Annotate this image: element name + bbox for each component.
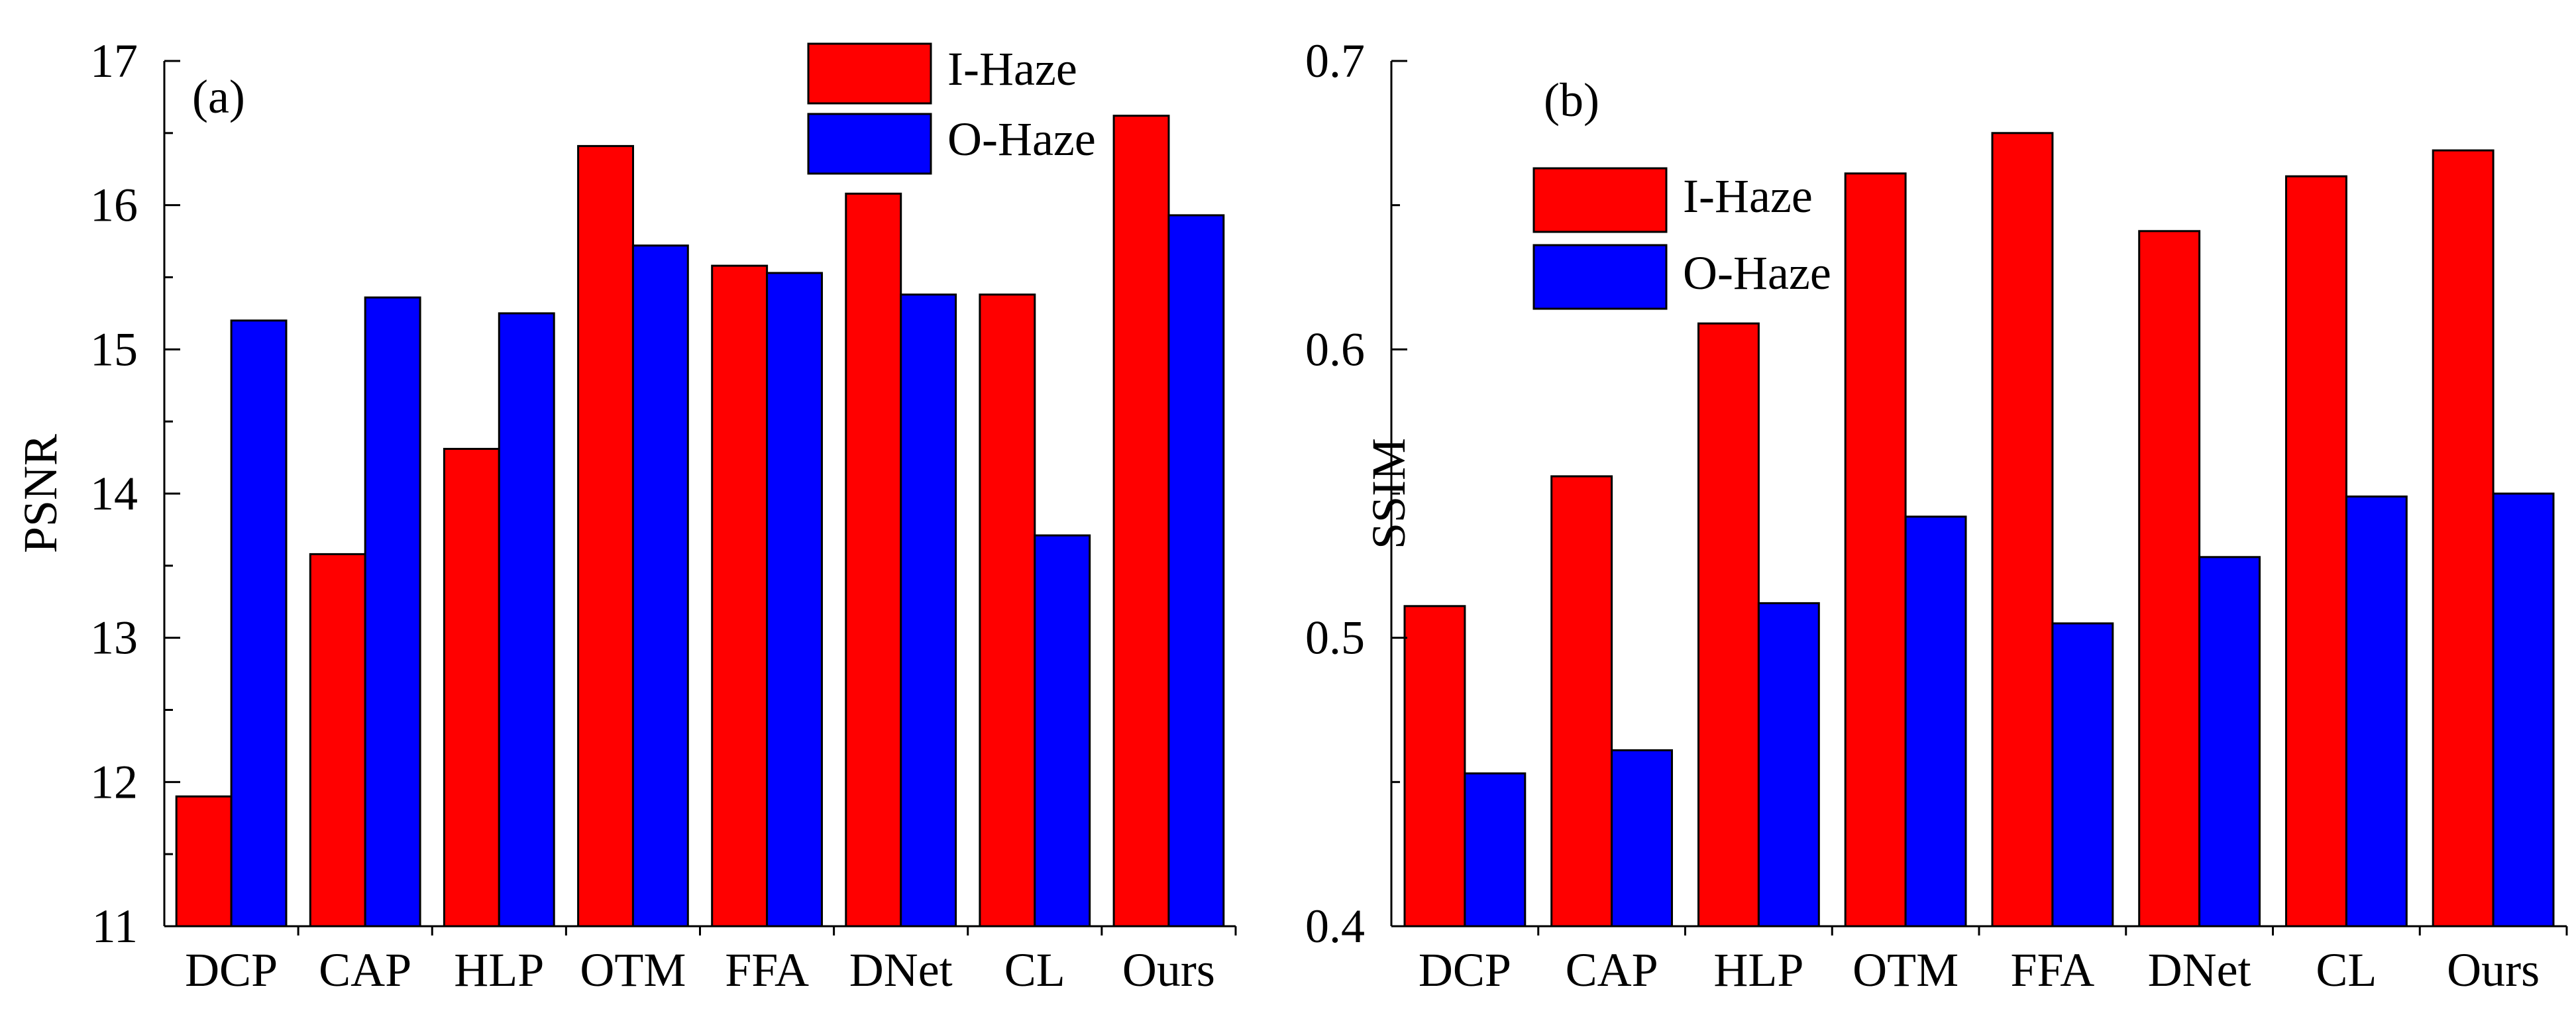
ssim-bar-ours-i-haze <box>2432 149 2495 928</box>
psnr-y-tick-label: 14 <box>90 467 138 520</box>
psnr-legend-swatch-i-haze <box>807 42 932 105</box>
psnr-bar-dcp-i-haze <box>175 795 233 928</box>
psnr-bar-otm-i-haze <box>577 144 634 928</box>
ssim-bar-ours-o-haze <box>2492 492 2555 928</box>
ssim-legend-swatch-i-haze <box>1532 167 1668 233</box>
ssim-bar-dcp-i-haze <box>1403 605 1466 928</box>
ssim-category-label-otm: OTM <box>1852 943 1959 996</box>
ssim-chart-panel: DCP CAP HLP OTM FFA DNet CL Ours 0.4 0.5 0.6 0.7 (b)… <box>1305 34 2568 996</box>
psnr-bar-dnet-i-haze <box>845 192 902 928</box>
psnr-bar-ffa-i-haze <box>711 264 769 928</box>
psnr-y-axis-title: PSNR <box>14 434 67 553</box>
psnr-category-label-cap: CAP <box>319 943 411 996</box>
psnr-bar-cap-i-haze <box>309 553 366 928</box>
psnr-y-tick-label: 17 <box>90 34 138 87</box>
ssim-legend-label-i-haze: I-Haze <box>1683 170 1813 223</box>
psnr-y-tick-label: 15 <box>90 323 138 376</box>
ssim-y-tick-label: 0.5 <box>1305 612 1365 665</box>
ssim-bar-cap-i-haze <box>1550 475 1613 928</box>
ssim-bar-otm-i-haze <box>1844 172 1907 928</box>
psnr-bar-hlp-o-haze <box>498 312 555 928</box>
ssim-category-label-ffa: FFA <box>2011 943 2095 996</box>
psnr-category-label-otm: OTM <box>580 943 686 996</box>
ssim-bar-dcp-o-haze <box>1464 772 1527 928</box>
ssim-category-label-cap: CAP <box>1566 943 1658 996</box>
ssim-category-label-cl: CL <box>2316 943 2377 996</box>
psnr-bar-ffa-o-haze <box>766 272 823 928</box>
psnr-panel-tag: (a) <box>192 70 245 123</box>
psnr-bar-dcp-o-haze <box>230 319 288 928</box>
ssim-bar-ffa-i-haze <box>1991 132 2054 928</box>
psnr-legend-label-i-haze: I-Haze <box>947 42 1077 95</box>
psnr-bar-cl-i-haze <box>979 294 1036 928</box>
psnr-chart-panel: DCP CAP HLP OTM FFA DNet CL Ours 11 12 13 14 15 16 17 (… <box>14 34 1237 996</box>
psnr-y-tick-label: 16 <box>90 179 138 232</box>
ssim-y-axis-title: SSIM <box>1362 438 1415 549</box>
ssim-bar-dnet-o-haze <box>2198 556 2261 928</box>
ssim-panel-tag: (b) <box>1544 74 1599 127</box>
ssim-y-tick-label: 0.6 <box>1305 323 1365 376</box>
psnr-bar-hlp-i-haze <box>443 448 500 928</box>
ssim-category-label-hlp: HLP <box>1713 943 1803 996</box>
psnr-legend-label-o-haze: O-Haze <box>947 113 1096 166</box>
psnr-bar-cl-o-haze <box>1034 534 1091 928</box>
psnr-category-label-dnet: DNet <box>849 943 953 996</box>
psnr-category-label-hlp: HLP <box>454 943 544 996</box>
psnr-category-label-dcp: DCP <box>185 943 278 996</box>
psnr-category-label-ours: Ours <box>1122 943 1215 996</box>
ssim-bar-hlp-i-haze <box>1697 322 1760 928</box>
ssim-category-label-dcp: DCP <box>1419 943 1511 996</box>
ssim-bar-dnet-i-haze <box>2138 230 2201 928</box>
ssim-legend-swatch-o-haze <box>1532 244 1668 310</box>
psnr-legend-swatch-o-haze <box>807 113 932 175</box>
ssim-y-tick-label: 0.7 <box>1305 34 1365 87</box>
ssim-bar-ffa-o-haze <box>2051 622 2114 928</box>
psnr-bar-dnet-o-haze <box>900 294 957 928</box>
psnr-y-tick-label: 13 <box>90 612 138 665</box>
psnr-bar-cap-o-haze <box>364 296 421 928</box>
ssim-y-tick-label: 0.4 <box>1305 900 1365 953</box>
ssim-bar-cap-o-haze <box>1611 749 1674 928</box>
psnr-category-label-cl: CL <box>1004 943 1065 996</box>
psnr-bar-ours-i-haze <box>1112 115 1170 928</box>
ssim-category-label-dnet: DNet <box>2148 943 2251 996</box>
ssim-bar-otm-o-haze <box>1904 515 1967 928</box>
psnr-bar-otm-o-haze <box>631 244 689 928</box>
psnr-category-label-ffa: FFA <box>725 943 809 996</box>
psnr-y-tick-label: 12 <box>90 755 138 808</box>
ssim-bar-cl-i-haze <box>2285 175 2347 928</box>
ssim-bar-cl-o-haze <box>2345 495 2408 928</box>
ssim-legend-label-o-haze: O-Haze <box>1683 246 1831 299</box>
psnr-bar-ours-o-haze <box>1167 214 1225 928</box>
ssim-category-label-ours: Ours <box>2447 943 2540 996</box>
ssim-bar-hlp-o-haze <box>1757 602 1820 928</box>
psnr-y-tick-label: 11 <box>92 900 138 953</box>
